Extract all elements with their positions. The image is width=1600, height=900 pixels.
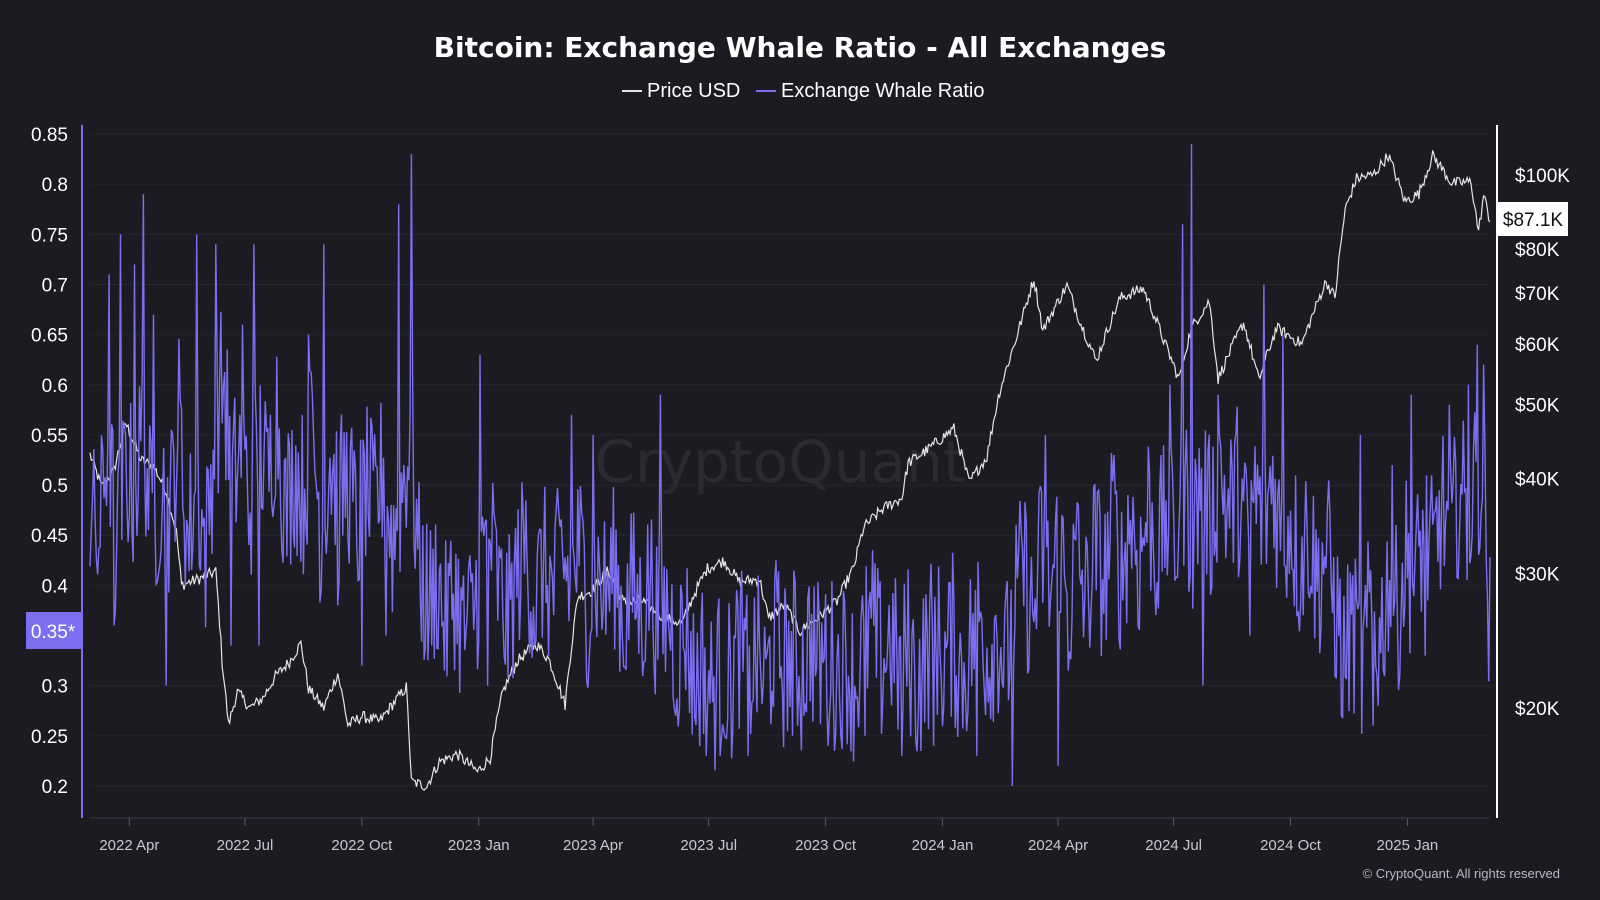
- x-tick-label: 2024 Jul: [1145, 837, 1202, 854]
- y-right-tick-label: $30K: [1515, 565, 1560, 586]
- x-axis: 2022 Apr 2022 Jul 2022 Oct 2023 Jan 2023 Apr…: [90, 817, 1490, 854]
- x-tick-label: 2022 Apr: [99, 837, 159, 854]
- y-right-tick-label: $40K: [1515, 469, 1560, 490]
- x-tick-label: 2023 Jan: [448, 837, 510, 854]
- y-right-tick-label: $50K: [1515, 396, 1560, 417]
- y-left-tick-label: 0.45: [31, 526, 68, 547]
- legend-whale-label: Exchange Whale Ratio: [781, 80, 984, 102]
- whale-ratio-series: [89, 143, 1491, 787]
- x-tick-label: 2024 Jan: [912, 837, 974, 854]
- y-right-tick-label: $100K: [1515, 166, 1570, 187]
- legend: Price USD Exchange Whale Ratio: [622, 80, 984, 102]
- y-left-tick-label: 0.7: [42, 275, 68, 296]
- x-tick-label: 2022 Jul: [217, 837, 274, 854]
- y-left-axis: 0.85 0.8 0.75 0.7 0.65 0.6 0.55 0.5 0.45 0.4 0.3 0.…: [31, 125, 68, 798]
- x-tick-label: 2023 Jul: [680, 837, 737, 854]
- y-left-tick-label: 0.55: [31, 426, 68, 447]
- y-right-tick-label: $70K: [1515, 284, 1560, 305]
- y-right-tick-label: $20K: [1515, 699, 1560, 720]
- y-left-tick-label: 0.4: [42, 576, 69, 597]
- y-right-axis: $100K $80K $70K $60K $50K $40K $30K $20K: [1515, 166, 1570, 720]
- left-current-value: 0.35*: [31, 622, 76, 643]
- right-current-badge: $87.1K: [1498, 202, 1568, 236]
- x-tick-label: 2022 Oct: [331, 837, 393, 854]
- y-left-tick-label: 0.65: [31, 326, 68, 347]
- whale-ratio-line: [89, 143, 1491, 787]
- y-left-tick-label: 0.2: [42, 777, 68, 798]
- x-tick-label: 2023 Oct: [795, 837, 857, 854]
- price-line: [89, 150, 1491, 792]
- left-current-badge: 0.35*: [26, 612, 81, 649]
- y-left-tick-label: 0.5: [42, 476, 68, 497]
- y-left-tick-label: 0.6: [42, 376, 68, 397]
- y-left-tick-label: 0.75: [31, 225, 68, 246]
- legend-price-label: Price USD: [647, 80, 740, 102]
- y-left-tick-label: 0.85: [31, 125, 68, 146]
- y-right-tick-label: $60K: [1515, 335, 1560, 356]
- x-tick-label: 2025 Jan: [1377, 837, 1439, 854]
- right-current-value: $87.1K: [1503, 210, 1564, 231]
- x-tick-label: 2024 Oct: [1260, 837, 1322, 854]
- footer-copyright: © CryptoQuant. All rights reserved: [1363, 866, 1560, 881]
- y-right-tick-label: $80K: [1515, 240, 1560, 261]
- chart-title: Bitcoin: Exchange Whale Ratio - All Exch…: [434, 31, 1167, 64]
- y-left-tick-label: 0.3: [42, 677, 68, 698]
- x-tick-label: 2024 Apr: [1028, 837, 1088, 854]
- x-tick-label: 2023 Apr: [563, 837, 623, 854]
- price-series: [89, 150, 1491, 792]
- y-left-tick-label: 0.8: [42, 175, 68, 196]
- y-left-tick-label: 0.25: [31, 727, 68, 748]
